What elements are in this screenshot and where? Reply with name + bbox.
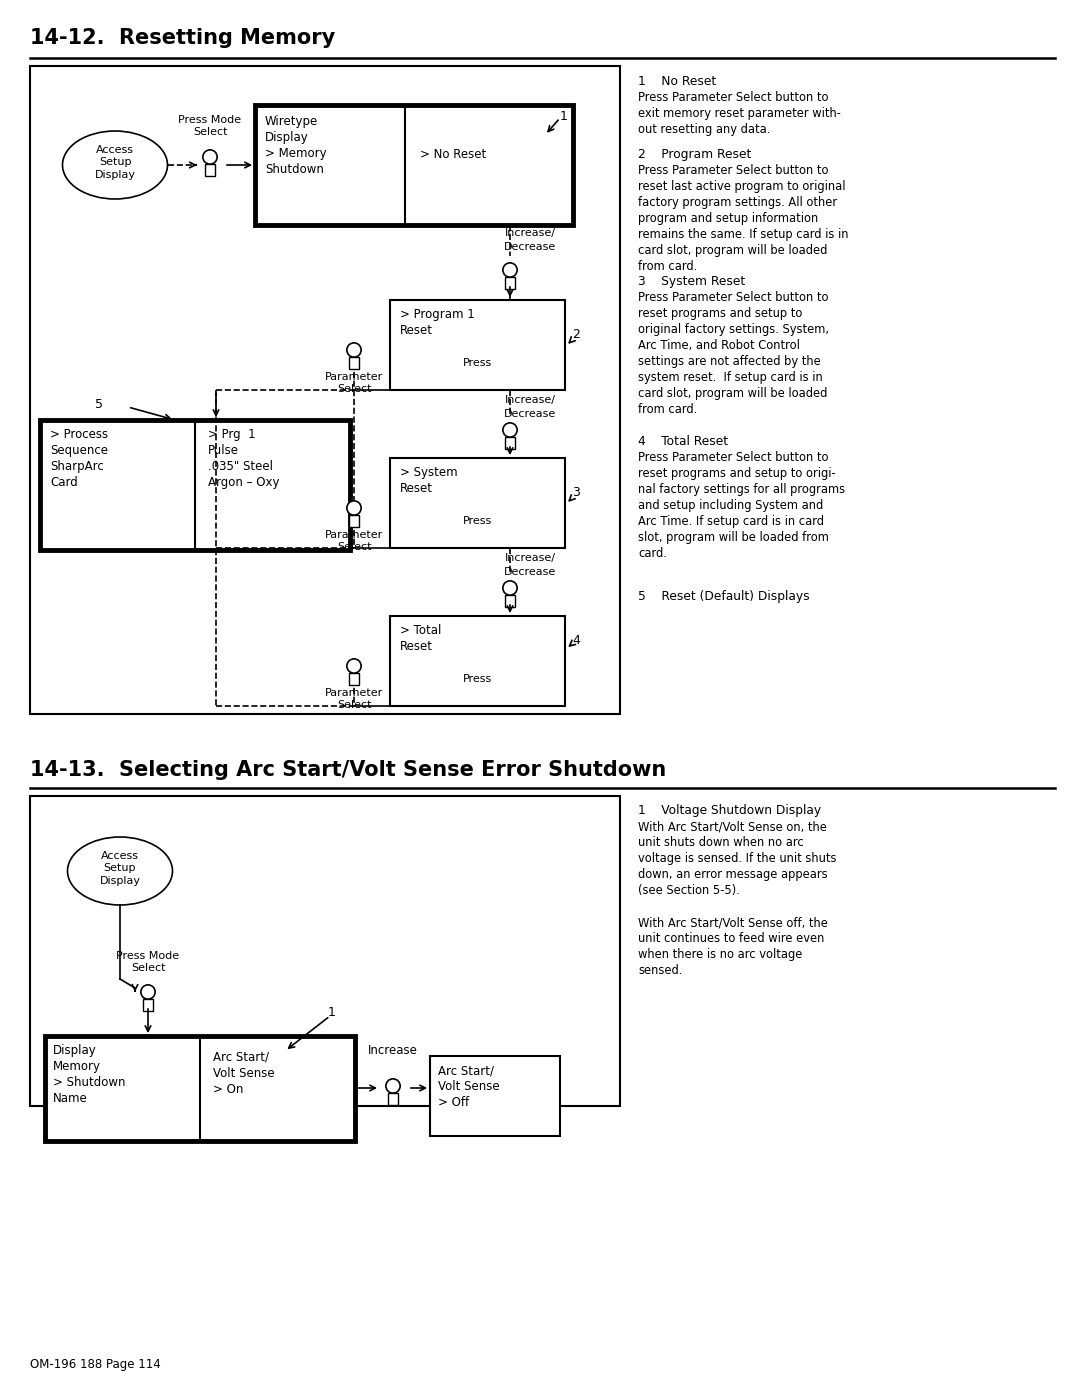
Bar	[255, 105, 573, 225]
Bar	[349, 358, 360, 369]
Text: Increase/: Increase/	[504, 228, 555, 237]
Text: Press Mode
Select: Press Mode Select	[117, 951, 179, 974]
Text: > Prg  1
Pulse
.035" Steel
Argon – Oxy: > Prg 1 Pulse .035" Steel Argon – Oxy	[208, 427, 280, 489]
Bar	[349, 515, 360, 527]
Bar	[349, 673, 360, 685]
Circle shape	[347, 659, 361, 673]
Bar	[40, 420, 350, 550]
Text: 2: 2	[572, 328, 580, 341]
Text: 14-13.  Selecting Arc Start/Volt Sense Error Shutdown: 14-13. Selecting Arc Start/Volt Sense Er…	[30, 760, 666, 780]
Text: > System
Reset: > System Reset	[400, 467, 458, 495]
Text: 1    No Reset: 1 No Reset	[638, 75, 716, 88]
Text: Parameter
Select: Parameter Select	[325, 529, 383, 552]
Text: OM-196 188 Page 114: OM-196 188 Page 114	[30, 1358, 161, 1370]
Text: Display
Memory
> Shutdown
Name: Display Memory > Shutdown Name	[53, 1044, 125, 1105]
Bar	[30, 66, 620, 714]
Bar	[504, 437, 515, 448]
Text: > No Reset: > No Reset	[420, 148, 486, 161]
Circle shape	[347, 342, 361, 358]
Text: Parameter
Select: Parameter Select	[325, 372, 383, 394]
Bar	[388, 1092, 399, 1105]
Circle shape	[203, 149, 217, 165]
Circle shape	[347, 502, 361, 515]
Text: Press Parameter Select button to
exit memory reset parameter with-
out resetting: Press Parameter Select button to exit me…	[638, 91, 841, 136]
Text: 2    Program Reset: 2 Program Reset	[638, 148, 752, 161]
Text: 3    System Reset: 3 System Reset	[638, 275, 745, 288]
Text: 3: 3	[572, 486, 580, 499]
Bar	[45, 1037, 355, 1141]
Text: 1    Voltage Shutdown Display: 1 Voltage Shutdown Display	[638, 805, 821, 817]
Ellipse shape	[63, 131, 167, 198]
Text: With Arc Start/Volt Sense on, the
unit shuts down when no arc
voltage is sensed.: With Arc Start/Volt Sense on, the unit s…	[638, 820, 837, 977]
Circle shape	[503, 263, 517, 277]
Bar	[430, 1056, 561, 1136]
Bar	[143, 999, 153, 1011]
Text: Press: Press	[463, 358, 492, 367]
Text: Arc Start/
Volt Sense
> On: Arc Start/ Volt Sense > On	[213, 1051, 274, 1097]
Text: 1: 1	[561, 110, 568, 123]
Text: Press: Press	[463, 673, 492, 685]
Text: Press Parameter Select button to
reset last active program to original
factory p: Press Parameter Select button to reset l…	[638, 163, 849, 272]
Text: Decrease: Decrease	[504, 242, 556, 251]
Text: > Program 1
Reset: > Program 1 Reset	[400, 307, 475, 337]
Text: > Total
Reset: > Total Reset	[400, 624, 442, 652]
Bar	[390, 458, 565, 548]
Circle shape	[503, 423, 517, 437]
Text: 4: 4	[572, 634, 580, 647]
Bar	[390, 300, 565, 390]
Text: Access
Setup
Display: Access Setup Display	[99, 851, 140, 886]
Text: Arc Start/
Volt Sense
> Off: Arc Start/ Volt Sense > Off	[438, 1065, 500, 1109]
Text: Access
Setup
Display: Access Setup Display	[95, 145, 135, 180]
Text: 14-12.  Resetting Memory: 14-12. Resetting Memory	[30, 28, 335, 47]
Bar	[504, 277, 515, 289]
Text: Press Parameter Select button to
reset programs and setup to origi-
nal factory : Press Parameter Select button to reset p…	[638, 451, 846, 560]
Bar	[30, 796, 620, 1106]
Text: Increase/: Increase/	[504, 395, 555, 405]
Text: Wiretype
Display
> Memory
Shutdown: Wiretype Display > Memory Shutdown	[265, 115, 326, 176]
Bar	[504, 595, 515, 606]
Text: Increase/: Increase/	[504, 553, 555, 563]
Text: Decrease: Decrease	[504, 567, 556, 577]
Text: Parameter
Select: Parameter Select	[325, 687, 383, 711]
Text: 5    Reset (Default) Displays: 5 Reset (Default) Displays	[638, 590, 810, 604]
Circle shape	[503, 581, 517, 595]
Bar	[204, 165, 215, 176]
Text: > Process
Sequence
SharpArc
Card: > Process Sequence SharpArc Card	[50, 427, 108, 489]
Circle shape	[386, 1078, 401, 1092]
Bar	[390, 616, 565, 705]
Text: Increase: Increase	[368, 1044, 418, 1058]
Text: 1: 1	[328, 1006, 336, 1018]
Ellipse shape	[67, 837, 173, 905]
Text: 5: 5	[95, 398, 103, 411]
Text: Decrease: Decrease	[504, 409, 556, 419]
Text: Press: Press	[463, 515, 492, 527]
Text: 4    Total Reset: 4 Total Reset	[638, 434, 728, 448]
Text: Press Mode
Select: Press Mode Select	[178, 115, 242, 137]
Circle shape	[140, 985, 156, 999]
Text: Press Parameter Select button to
reset programs and setup to
original factory se: Press Parameter Select button to reset p…	[638, 291, 829, 416]
